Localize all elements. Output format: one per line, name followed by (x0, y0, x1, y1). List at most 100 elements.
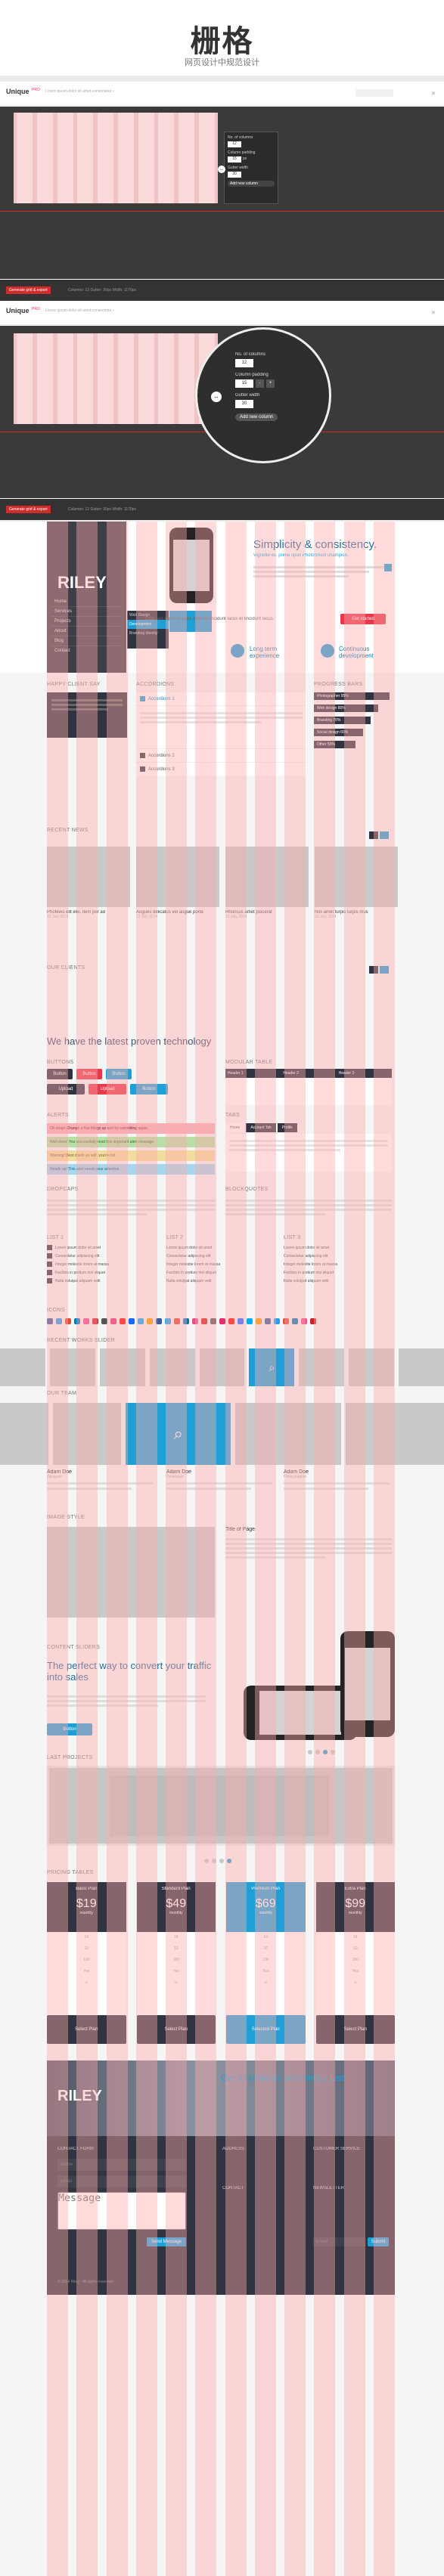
name-field[interactable] (57, 2159, 186, 2171)
export-button[interactable]: Generate grid & export (6, 506, 51, 513)
next-arrow-icon[interactable] (380, 831, 389, 839)
column-padding-input[interactable]: 15 (235, 379, 253, 388)
upload-button[interactable]: Upload (88, 1084, 126, 1094)
menu-item[interactable]: About (51, 627, 121, 636)
search-icon[interactable]: ⌕ (249, 1348, 295, 1386)
hero-phone-image (169, 528, 213, 603)
demo-button[interactable]: Button (106, 1069, 132, 1079)
blockquote (225, 1197, 392, 1218)
column-padding-input[interactable]: 15 (228, 156, 241, 163)
section-heading: LIST 1 (47, 1235, 64, 1240)
minus-button[interactable]: - (256, 379, 264, 388)
close-icon[interactable]: ✕ (431, 91, 436, 97)
no-columns-input[interactable]: 12 (228, 141, 241, 147)
column-preview (14, 333, 218, 424)
tab-active[interactable]: Account Tab (246, 1123, 276, 1132)
app-tagline: Lorem ipsum dolor sit amet consectetur a… (45, 89, 113, 94)
plus-button[interactable]: + (266, 379, 275, 388)
menu-item[interactable]: Projects (51, 617, 121, 627)
tab[interactable]: Profile (277, 1123, 297, 1132)
close-icon[interactable]: ✕ (431, 311, 436, 316)
table-body (225, 1078, 392, 1105)
submenu-item-active[interactable]: Development (127, 620, 169, 629)
gutter-label: Gutter width (228, 166, 248, 170)
convert-button[interactable]: Button (47, 1723, 92, 1735)
search-icon[interactable]: ⌕ (125, 1403, 231, 1465)
news-card[interactable]: Augues delicatus vel augue porta 12 July … (136, 847, 219, 919)
prev-arrow-icon[interactable] (369, 966, 378, 974)
grid-tool-screenshot-1: Unique PRO Lorem ipsum dolor sit amet co… (0, 82, 444, 301)
pricing-tables: Basic Plan $19 monthly 24 10 100 Yes ∞ Select … (47, 1882, 395, 2044)
progress-bar: Branding 70% (314, 717, 371, 724)
tab-content (225, 1134, 392, 1172)
select-plan-button[interactable]: Select Plan (47, 2015, 126, 2044)
select-plan-button[interactable]: Select Plan (315, 2015, 395, 2044)
resize-handle-icon[interactable]: ↔ (211, 392, 222, 402)
demo-button[interactable]: Button (47, 1069, 73, 1079)
footer-heading: CUSTOMER SERVICE (313, 2147, 361, 2151)
news-card[interactable]: Nisi amet turpis turpis mus 12 July 2014 (315, 847, 398, 919)
no-columns-input[interactable]: 12 (235, 359, 253, 367)
slider-dots[interactable] (306, 1745, 337, 1758)
prev-arrow-icon[interactable] (369, 831, 378, 839)
submenu-highlight (169, 611, 212, 632)
subscribe-button[interactable]: Submit (368, 2237, 389, 2246)
accordion: Accordions 1 Accordions 2 Accordions 3 (136, 692, 306, 776)
add-column-button[interactable]: Add new column (235, 413, 278, 421)
upload-button[interactable]: Upload (47, 1084, 85, 1094)
feature-title: Long term experience (250, 646, 280, 659)
project-image[interactable] (110, 1776, 329, 1836)
next-arrow-icon[interactable] (380, 966, 389, 974)
demo-button[interactable]: Button (76, 1069, 102, 1079)
toolbar-field[interactable] (356, 89, 393, 97)
select-plan-button[interactable]: Select Plan (136, 2015, 216, 2044)
alert-error: Oh snap! Change a few things up and try … (47, 1123, 215, 1134)
menu-item[interactable]: Contact (54, 649, 70, 653)
section-heading: ICONS (47, 1308, 65, 1313)
export-button[interactable]: Generate grid & export (6, 286, 51, 294)
menu-item[interactable]: Home (51, 597, 121, 607)
submenu-item[interactable]: Branding Identity (129, 631, 158, 636)
gutter-input[interactable]: 30 (235, 400, 253, 408)
expand-icon (140, 753, 145, 759)
add-column-button[interactable]: Add new column (228, 181, 275, 187)
footer-brand[interactable]: RILEY (57, 2088, 102, 2104)
accordion-item[interactable]: Accordions 1 (136, 692, 306, 707)
hero-icon[interactable] (384, 564, 392, 571)
brand-logo[interactable]: RILEY (57, 573, 107, 592)
gutter-input[interactable]: 30 (228, 172, 241, 178)
message-field[interactable] (57, 2192, 186, 2230)
news-card[interactable]: Rhoncus amet placerat 12 July 2014 (225, 847, 309, 919)
behance-icon (129, 1318, 135, 1324)
newsletter-email-field[interactable] (313, 2237, 366, 2246)
tab[interactable]: Home (225, 1123, 245, 1132)
pinterest-icon (201, 1318, 207, 1324)
app-logo[interactable]: Unique (6, 307, 29, 314)
hero-sidebar: RILEY Home Services Projects About Blog … (47, 522, 126, 673)
send-button[interactable]: Send Message (147, 2237, 186, 2246)
get-started-button[interactable]: Get started (340, 614, 386, 624)
menu-item[interactable]: Blog (51, 636, 121, 646)
app-logo[interactable]: Unique (6, 88, 29, 95)
news-card[interactable]: PhoMeis elit elei, item per ad 12 July 20… (47, 847, 130, 919)
linkedin-icon (74, 1318, 80, 1324)
accordion-item[interactable]: Accordions 2 (136, 748, 306, 762)
progress-bar: Other 50% (314, 741, 356, 748)
demo-button[interactable]: Button (130, 1084, 168, 1094)
section-heading: LIST 3 (284, 1235, 301, 1240)
resize-handle-icon[interactable]: ↔ (218, 166, 225, 173)
hero-title: Simplicity & consistency. (253, 538, 377, 551)
submenu-item[interactable]: Web Design (129, 613, 151, 618)
check-icon (47, 1262, 52, 1268)
menu-item[interactable]: Services (51, 607, 121, 617)
select-plan-button[interactable]: Selected Plan (226, 2015, 306, 2044)
gutter-label: Gutter width (235, 393, 260, 398)
column-padding-label: Column padding (235, 373, 269, 377)
email-field[interactable] (57, 2175, 186, 2187)
accordion-item[interactable]: Accordions 3 (136, 762, 306, 776)
slider-dots[interactable] (203, 1853, 233, 1867)
pinterest-icon (92, 1318, 98, 1324)
list-item: Integer molestie lorem at massa (47, 1261, 153, 1269)
instagram-icon (110, 1318, 116, 1324)
